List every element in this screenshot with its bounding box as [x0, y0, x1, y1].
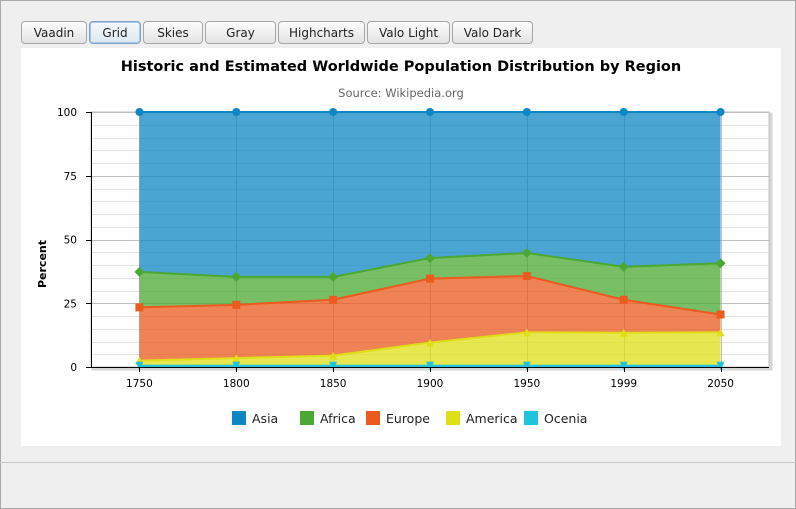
marker-africa	[328, 271, 339, 282]
x-tick-label: 1750	[126, 378, 153, 390]
tab-highcharts[interactable]: Highcharts	[278, 21, 365, 44]
x-tick-label: 2050	[707, 378, 734, 390]
y-tick-label: 75	[64, 171, 77, 183]
y-tick-label: 25	[64, 298, 77, 310]
chart-svg: Historic and Estimated Worldwide Populat…	[36, 59, 773, 426]
area-asia	[139, 112, 721, 277]
y-tick-label: 0	[70, 362, 77, 374]
marker-europe	[522, 272, 531, 281]
marker-asia	[619, 108, 628, 116]
tab-gray[interactable]: Gray	[205, 21, 276, 44]
chart-title: Historic and Estimated Worldwide Populat…	[121, 59, 681, 75]
x-tick-label: 1999	[610, 378, 637, 390]
area-europe	[139, 276, 721, 361]
marker-africa	[231, 271, 242, 282]
marker-europe	[135, 303, 144, 312]
legend-item-asia: Asia	[232, 411, 278, 426]
marker-africa	[521, 247, 532, 258]
x-tick-label: 1800	[223, 378, 250, 390]
marker-ocenia	[619, 361, 628, 370]
marker-europe	[232, 300, 241, 309]
y-tick-label: 100	[57, 107, 77, 119]
tab-vaadin[interactable]: Vaadin	[21, 21, 87, 44]
marker-ocenia	[716, 361, 725, 370]
marker-africa	[715, 258, 726, 269]
marker-ocenia	[426, 361, 434, 370]
legend-label: America	[466, 411, 518, 426]
marker-asia	[716, 108, 725, 116]
legend-swatch	[232, 411, 246, 425]
tab-valo-dark[interactable]: Valo Dark	[452, 21, 533, 44]
marker-europe	[426, 274, 434, 283]
tab-skies[interactable]: Skies	[143, 21, 203, 44]
legend-item-europe: Europe	[366, 411, 430, 426]
tab-grid[interactable]: Grid	[89, 21, 141, 44]
legend-swatch	[366, 411, 380, 425]
marker-africa	[618, 261, 629, 272]
legend-label: Asia	[252, 411, 278, 426]
x-tick-label: 1900	[417, 378, 444, 390]
legend-swatch	[524, 411, 538, 425]
legend-item-america: America	[446, 411, 518, 426]
legend-swatch	[300, 411, 314, 425]
marker-america	[522, 328, 531, 337]
x-tick-label: 1950	[513, 378, 540, 390]
x-tick-label: 1850	[320, 378, 347, 390]
marker-europe	[716, 310, 725, 319]
marker-europe	[329, 295, 338, 304]
chart-subtitle: Source: Wikipedia.org	[338, 86, 464, 100]
legend-item-africa: Africa	[300, 411, 356, 426]
area-africa	[139, 252, 721, 315]
footer-divider	[0, 462, 796, 463]
marker-asia	[135, 108, 144, 116]
legend-label: Europe	[386, 411, 430, 426]
marker-africa	[134, 266, 145, 277]
marker-ocenia	[522, 361, 531, 370]
marker-ocenia	[135, 361, 144, 370]
marker-america	[329, 351, 338, 360]
marker-america	[716, 328, 725, 337]
legend-label: Africa	[320, 411, 356, 426]
marker-asia	[232, 108, 241, 116]
y-tick-label: 50	[64, 235, 77, 247]
marker-ocenia	[329, 361, 338, 370]
marker-ocenia	[232, 361, 241, 370]
marker-asia	[522, 108, 531, 116]
y-axis-title: Percent	[36, 240, 49, 288]
legend-label: Ocenia	[544, 411, 587, 426]
marker-asia	[329, 108, 338, 116]
marker-america	[619, 328, 628, 337]
marker-asia	[426, 108, 434, 116]
chart-panel: Historic and Estimated Worldwide Populat…	[21, 48, 781, 446]
marker-africa	[425, 253, 435, 264]
legend-swatch	[446, 411, 460, 425]
tab-valo-light[interactable]: Valo Light	[367, 21, 450, 44]
marker-america	[232, 354, 241, 363]
marker-europe	[619, 295, 628, 304]
marker-america	[426, 338, 434, 347]
legend-item-ocenia: Ocenia	[524, 411, 587, 426]
